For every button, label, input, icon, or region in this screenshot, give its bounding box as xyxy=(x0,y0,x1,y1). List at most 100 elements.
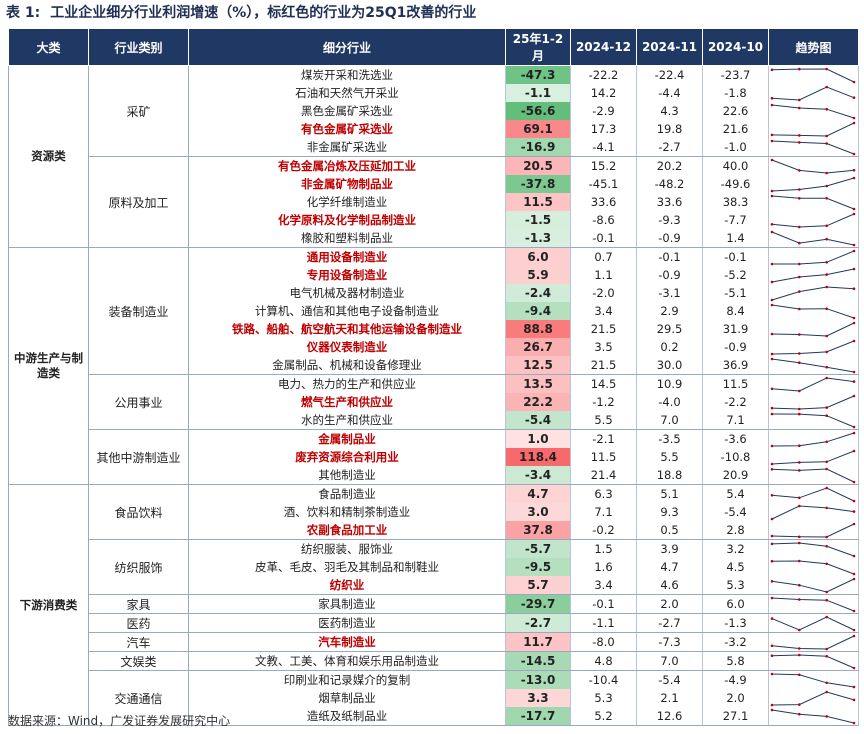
sparkline-path xyxy=(771,673,855,687)
value-2024-11: 19.8 xyxy=(636,120,703,138)
sparkline-path xyxy=(771,340,855,354)
sparkline-point xyxy=(852,628,856,631)
value-2024-10: 38.3 xyxy=(702,193,769,211)
sparkline xyxy=(770,321,856,337)
industry-category-cell: 装备制造业 xyxy=(88,247,189,375)
value-2024-11: -3.5 xyxy=(636,429,703,448)
sub-industry-cell: 汽车制造业 xyxy=(188,632,506,652)
table-row: 酒、饮料和精制茶制造业 3.0 7.1 9.3 -5.4 xyxy=(9,503,859,521)
sub-industry-cell: 专用设备制造业 xyxy=(188,266,506,284)
trend-chart-cell xyxy=(768,356,859,375)
value-2024-11: -2.7 xyxy=(636,613,703,633)
sparkline-point xyxy=(798,412,801,415)
sub-industry-cell: 非金属矿物制品业 xyxy=(188,175,506,193)
sparkline-point xyxy=(798,468,801,472)
value-2024-12: 7.1 xyxy=(570,503,637,521)
sub-industry-cell: 皮革、毛皮、羽毛及其制品和制鞋业 xyxy=(188,558,506,576)
sparkline-point xyxy=(798,407,801,410)
table-row: 纺织业 5.7 3.4 4.6 5.3 xyxy=(9,576,859,595)
sparkline-point xyxy=(798,351,801,355)
value-2024-12: 4.8 xyxy=(570,651,637,671)
value-2024-11: -0.1 xyxy=(636,247,703,266)
value-2025-jan-feb: 3.0 xyxy=(505,503,571,521)
table-row: 汽车 汽车制造业 11.7 -8.0 -7.3 -3.2 xyxy=(9,632,859,652)
sparkline-point xyxy=(770,222,774,226)
sparkline xyxy=(770,212,856,228)
sub-industry-cell: 有色金属矿采选业 xyxy=(188,120,506,138)
industry-category-cell: 交通通信 xyxy=(88,670,189,726)
sparkline-point xyxy=(798,559,801,562)
value-2024-10: -10.8 xyxy=(702,448,769,466)
sparkline xyxy=(770,412,856,428)
sparkline-path xyxy=(771,231,855,245)
sub-industry-cell: 煤炭开采和洗选业 xyxy=(188,65,506,84)
sparkline-point xyxy=(798,196,801,200)
sparkline-path xyxy=(771,653,855,668)
sparkline-path xyxy=(771,578,855,593)
sparkline-point xyxy=(825,405,828,409)
sparkline-point xyxy=(825,714,828,718)
sparkline-point xyxy=(798,673,801,676)
value-2024-11: -48.2 xyxy=(636,175,703,193)
value-2025-jan-feb: 1.0 xyxy=(505,429,571,448)
trend-chart-cell xyxy=(768,411,859,430)
table-row: 下游消费类 食品饮料 食品制造业 4.7 6.3 5.1 5.4 xyxy=(8,484,859,726)
value-2024-12: 15.2 xyxy=(570,156,637,175)
value-2024-12: 6.3 xyxy=(570,484,637,503)
value-2024-11: 20.2 xyxy=(636,156,703,175)
sparkline xyxy=(770,672,856,688)
sparkline-point xyxy=(770,559,774,562)
sparkline-point xyxy=(770,189,774,192)
table-row: 黑色金属矿采选业 -56.6 -2.9 4.3 22.6 xyxy=(9,102,859,120)
value-2024-10: -3.2 xyxy=(702,632,769,652)
sparkline xyxy=(770,690,856,706)
value-2024-11: 7.0 xyxy=(636,651,703,671)
sub-industry-cell: 非金属矿采选业 xyxy=(188,138,506,157)
value-2025-jan-feb: 20.5 xyxy=(505,156,571,175)
sparkline-point xyxy=(852,286,856,290)
sparkline-point xyxy=(852,370,856,373)
industry-category-cell: 食品饮料 xyxy=(88,484,189,540)
sparkline-path xyxy=(771,559,855,574)
sparkline-point xyxy=(852,572,856,575)
value-2024-10: 7.1 xyxy=(702,411,769,430)
sparkline-path xyxy=(771,541,855,556)
value-2024-12: -1.2 xyxy=(570,393,637,411)
sparkline-point xyxy=(798,653,801,656)
value-2024-11: 7.0 xyxy=(636,411,703,430)
sparkline-path xyxy=(771,709,855,723)
industry-category-cell: 家具 xyxy=(88,594,189,614)
sparkline-path xyxy=(771,432,855,446)
value-2025-jan-feb: -29.7 xyxy=(505,594,571,614)
sparkline-point xyxy=(852,168,856,171)
value-2024-10: -3.6 xyxy=(702,429,769,448)
sparkline-point xyxy=(825,224,828,227)
value-2025-jan-feb: 26.7 xyxy=(505,338,571,356)
trend-chart-cell xyxy=(768,707,859,726)
table-row: 橡胶和塑料制品业 -1.3 -0.1 -0.9 1.4 xyxy=(9,229,859,248)
sparkline-point xyxy=(825,654,828,658)
value-2024-11: 2.0 xyxy=(636,594,703,614)
sparkline-point xyxy=(798,443,801,447)
trend-chart-cell xyxy=(768,429,859,448)
value-2024-12: -22.2 xyxy=(570,65,637,84)
value-2025-jan-feb: 13.5 xyxy=(505,374,571,393)
sparkline-point xyxy=(770,616,774,620)
sparkline-path xyxy=(771,268,855,282)
value-2024-11: -0.9 xyxy=(636,229,703,248)
sparkline-point xyxy=(798,241,801,244)
sparkline-point xyxy=(852,577,856,580)
sub-industry-cell: 纺织服装、服饰业 xyxy=(188,539,506,558)
value-2024-10: 8.4 xyxy=(702,302,769,320)
value-2024-12: 0.7 xyxy=(570,247,637,266)
sparkline-point xyxy=(770,412,774,415)
sub-industry-cell: 电气机械及器材制造业 xyxy=(188,284,506,302)
table-row: 化学原料及化学制品制造业 -1.5 -8.6 -9.3 -7.7 xyxy=(9,211,859,229)
sparkline xyxy=(770,467,856,483)
value-2025-jan-feb: -3.4 xyxy=(505,466,571,485)
trend-chart-cell xyxy=(768,539,859,558)
sparkline-path xyxy=(771,67,855,82)
sparkline xyxy=(770,486,856,502)
trend-chart-cell xyxy=(768,175,859,193)
sparkline-point xyxy=(770,194,774,197)
